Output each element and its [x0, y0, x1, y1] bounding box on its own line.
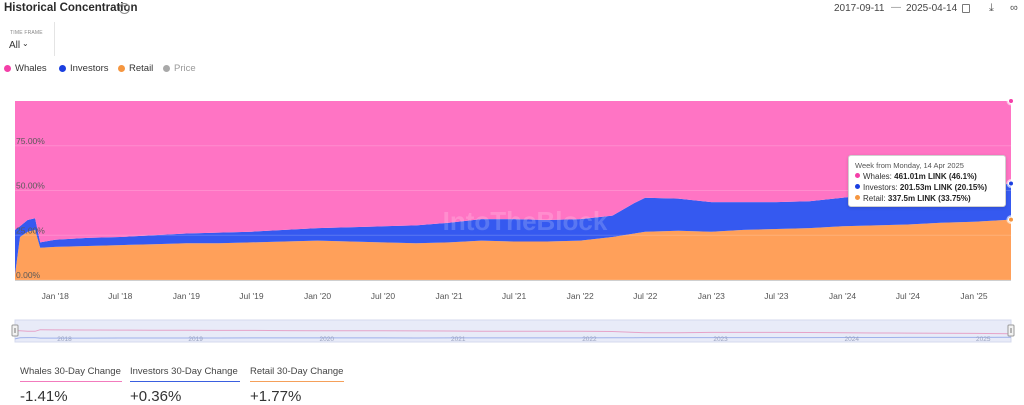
stat-value-whales: -1.41% [20, 388, 68, 405]
legend-dot-retail [118, 65, 125, 72]
x-tick-label: Jan '18 [42, 291, 69, 301]
calendar-icon[interactable] [962, 4, 970, 13]
x-tick-label: Jan '23 [698, 291, 725, 301]
x-tick-label: Jul '18 [108, 291, 133, 301]
end-marker-retail [1008, 216, 1014, 223]
tooltip-header: Week from Monday, 14 Apr 2025 [855, 161, 964, 170]
date-separator: — [891, 2, 901, 13]
stat-label-whales: Whales 30-Day Change [20, 366, 121, 377]
area-whales [15, 101, 1011, 243]
chart-tooltip: Week from Monday, 14 Apr 2025 Whales: 46… [848, 155, 1006, 207]
legend-dot-whales [4, 65, 11, 72]
tooltip-dot-whales [855, 173, 860, 178]
concentration-chart[interactable]: 0.00% 25.00% 50.00% 75.00% IntoTheBlock Jan '… [0, 80, 1024, 350]
stat-underline-investors [130, 381, 240, 382]
legend-label-whales: Whales [15, 63, 47, 74]
timeframe-selector[interactable]: TIME FRAME All ⌄ [0, 22, 55, 56]
end-marker-investors [1008, 180, 1014, 187]
x-tick-label: Jan '19 [173, 291, 200, 301]
date-start[interactable]: 2017-09-11 [834, 3, 885, 14]
stat-value-retail: +1.77% [250, 388, 302, 405]
x-tick-label: Jul '20 [371, 291, 396, 301]
stat-label-retail: Retail 30-Day Change [250, 366, 344, 377]
x-tick-label: Jul '24 [896, 291, 921, 301]
y-tick-label: 75.00% [16, 136, 45, 146]
tooltip-dot-retail [855, 195, 860, 200]
tooltip-name-whales: Whales: [863, 172, 892, 181]
chevron-down-icon[interactable]: ⌄ [22, 39, 29, 48]
date-end[interactable]: 2025-04-14 [906, 3, 958, 14]
timeframe-value[interactable]: All [9, 40, 21, 51]
tooltip-value-retail: 337.5m LINK (33.75%) [887, 194, 971, 203]
x-tick-label: Jul '22 [633, 291, 658, 301]
navigator-year-label: 2019 [188, 336, 203, 343]
date-range-picker[interactable]: 2017-09-11 — 2025-04-14 [826, 0, 976, 16]
header: Historical Concentration ? 2017-09-11 — … [0, 0, 1024, 18]
legend-label-price: Price [174, 63, 196, 74]
navigator-year-label: 2025 [976, 336, 991, 343]
legend-label-retail: Retail [129, 63, 154, 74]
navigator-year-label: 2018 [57, 336, 72, 343]
change-stats: Whales 30-Day Change -1.41% Investors 30… [0, 360, 1024, 405]
stat-underline-whales [20, 381, 122, 382]
end-marker-whales [1008, 98, 1014, 104]
legend-dot-investors [59, 65, 66, 72]
navigator-year-label: 2022 [582, 336, 597, 343]
tooltip-name-retail: Retail: [863, 194, 886, 203]
page-title: Historical Concentration [4, 2, 138, 14]
navigator-line-whales [14, 329, 1012, 335]
tooltip-value-whales: 461.01m LINK (46.1%) [894, 172, 977, 181]
x-tick-label: Jul '23 [764, 291, 789, 301]
navigator-year-label: 2020 [320, 336, 335, 343]
area-retail [15, 219, 1011, 280]
x-tick-label: Jan '20 [304, 291, 331, 301]
navigator-year-label: 2024 [844, 336, 859, 343]
x-tick-label: Jul '21 [502, 291, 527, 301]
link-icon[interactable]: ∞ [1010, 2, 1018, 14]
y-tick-label: 0.00% [16, 270, 41, 280]
timeframe-label: TIME FRAME [10, 30, 43, 36]
navigator-year-label: 2023 [713, 336, 728, 343]
navigator-year-label: 2021 [451, 336, 466, 343]
tooltip-row-investors: Investors: 201.53m LINK (20.15%) [855, 183, 987, 193]
tooltip-value-investors: 201.53m LINK (20.15%) [899, 183, 988, 192]
tooltip-name-investors: Investors: [863, 183, 898, 192]
legend-dot-price [163, 65, 170, 72]
download-icon[interactable]: ⤓ [989, 2, 994, 14]
tooltip-row-retail: Retail: 337.5m LINK (33.75%) [855, 194, 971, 204]
stat-value-investors: +0.36% [130, 388, 182, 405]
area-investors [15, 183, 1011, 275]
x-tick-label: Jul '19 [239, 291, 264, 301]
navigator-line-investors [14, 336, 1012, 340]
tooltip-dot-investors [855, 184, 860, 189]
tooltip-row-whales: Whales: 461.01m LINK (46.1%) [855, 172, 977, 182]
x-tick-label: Jan '25 [960, 291, 987, 301]
watermark: IntoTheBlock [443, 206, 608, 236]
x-tick-label: Jan '24 [829, 291, 856, 301]
x-tick-label: Jan '22 [567, 291, 594, 301]
x-tick-label: Jan '21 [435, 291, 462, 301]
stat-underline-retail [250, 381, 344, 382]
help-icon[interactable]: ? [119, 3, 130, 14]
y-tick-label: 25.00% [16, 225, 45, 235]
y-tick-label: 50.00% [16, 181, 45, 191]
legend-label-investors: Investors [70, 63, 109, 74]
stat-label-investors: Investors 30-Day Change [130, 366, 238, 377]
